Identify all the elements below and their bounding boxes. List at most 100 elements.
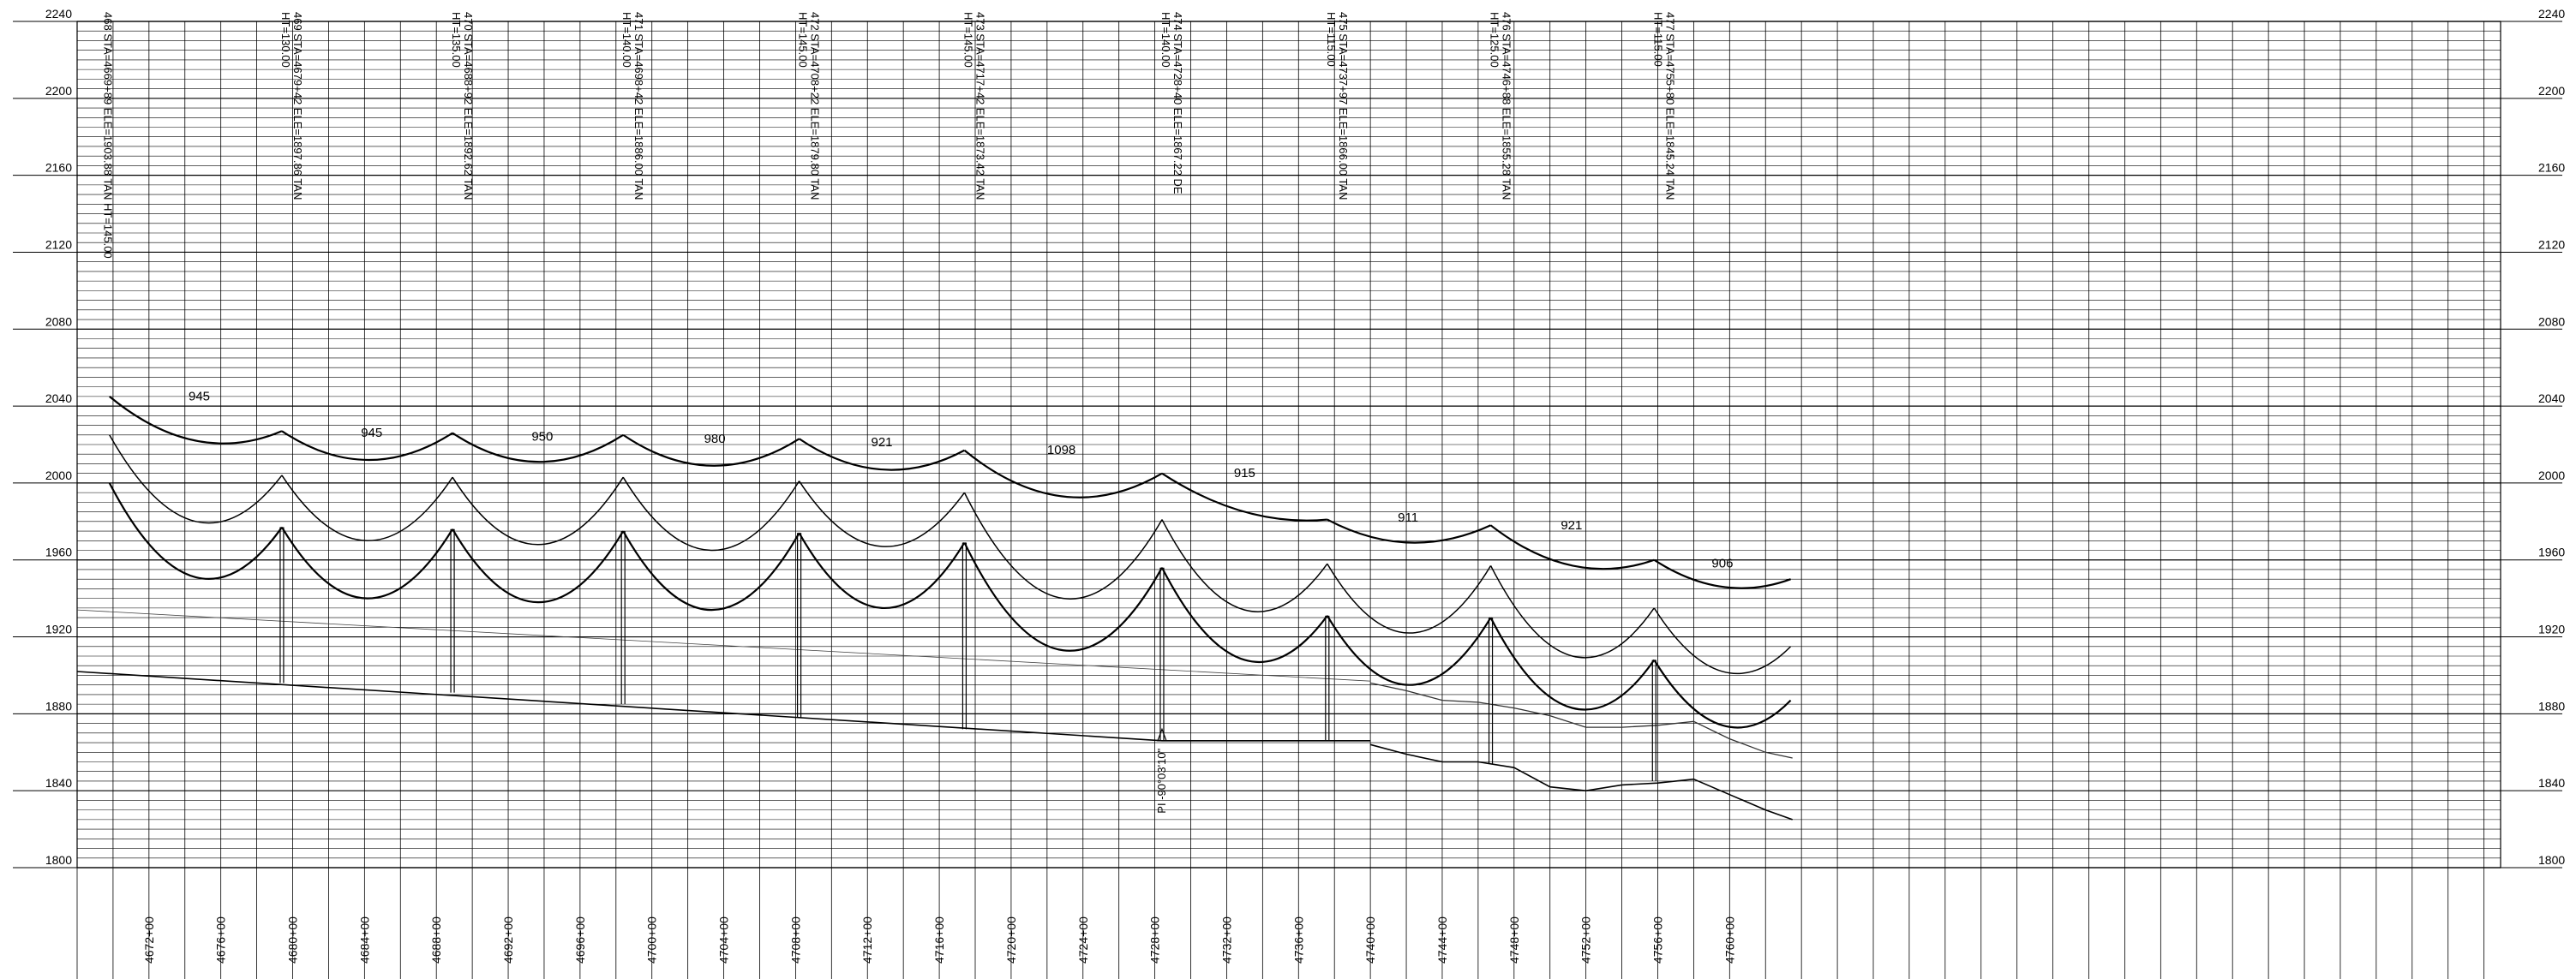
pi-marker-icon <box>1157 727 1167 742</box>
y-axis-left: 1800 1840 1880 1920 1960 2000 2040 2080 2120 2160… <box>13 7 77 869</box>
y-tick-label-right: 1960 <box>2538 546 2565 559</box>
conductor-low <box>963 542 1163 652</box>
conductor-mid <box>963 492 1163 600</box>
structure-number: 472 STA=4708+22 ELE=1879.80 TAN <box>809 12 822 200</box>
y-tick-label-left: 2000 <box>45 469 72 482</box>
conductor-low <box>1653 659 1792 729</box>
conductor-mid <box>281 475 453 542</box>
structure-number: 470 STA=4688+92 ELE=1892.62 TAN <box>462 12 475 200</box>
y-tick-label-right: 1800 <box>2538 853 2565 867</box>
conductor-low <box>281 526 454 600</box>
x-tick-label: 4748+00 <box>1507 916 1521 964</box>
span-length-label: 945 <box>189 389 210 403</box>
conductor-mid <box>622 476 800 552</box>
y-tick-label-right: 1880 <box>2538 699 2565 713</box>
conductor-mid <box>1653 607 1792 675</box>
x-tick-label: 4744+00 <box>1435 916 1449 964</box>
structure-height: HT=135.00 <box>450 12 463 68</box>
conductor-low <box>1489 617 1656 711</box>
y-tick-label-left: 2200 <box>45 84 72 98</box>
x-tick-label: 4740+00 <box>1363 916 1377 964</box>
x-tick-label: 4712+00 <box>860 916 874 964</box>
conductor-top <box>452 432 624 463</box>
span-length-label: 915 <box>1234 466 1255 481</box>
x-tick-label: 4696+00 <box>573 916 587 964</box>
conductor-mid <box>109 434 283 524</box>
conductor-top <box>963 449 1163 498</box>
x-axis: 4672+00 4676+00 4680+00 4684+00 4688+00 4692+… <box>142 916 1736 964</box>
y-tick-label-left: 2240 <box>45 7 72 21</box>
conductor-mid <box>452 476 624 546</box>
structures: 469 STA=4679+42 ELE=1897.86 TANHT=130.00… <box>102 12 1677 814</box>
x-tick-label: 4684+00 <box>357 916 371 964</box>
y-tick-label-right: 2240 <box>2538 7 2565 21</box>
y-tick-label-left: 1960 <box>45 546 72 559</box>
conductor-mid <box>798 481 966 547</box>
conductor-low <box>622 530 800 612</box>
conductor-low <box>108 482 283 581</box>
structure-label: 468 STA=4669+89 ELE=1903.88 TAN HT=145.0… <box>102 12 115 259</box>
span-labels: 945 945 950 980 921 1098 915 911 921 906 <box>189 389 1733 570</box>
conductor-top <box>109 396 283 445</box>
structure-height: HT=145.00 <box>962 12 974 68</box>
structure-number: 477 STA=4755+80 ELE=1845.24 TAN <box>1663 12 1676 200</box>
structure-label: 473 STA=4717+42 ELE=1873.42 TANHT=145.00 <box>962 12 986 200</box>
structure-label: 470 STA=4688+92 ELE=1892.62 TANHT=135.00 <box>450 12 475 200</box>
conductor-mid <box>1161 519 1328 612</box>
y-axis-right: 1800 1840 1880 1920 1960 2000 2040 2080 2120 2160… <box>2501 7 2565 869</box>
conductor-low <box>452 528 625 604</box>
y-tick-label-left: 1800 <box>45 853 72 867</box>
y-tick-label-right: 1920 <box>2538 623 2565 636</box>
x-tick-label: 4756+00 <box>1650 916 1664 964</box>
conductor-low <box>798 532 966 609</box>
span-length-label: 950 <box>531 430 553 445</box>
x-tick-label: 4716+00 <box>932 916 946 964</box>
reference-line <box>76 609 1371 682</box>
x-tick-label: 4720+00 <box>1004 916 1018 964</box>
structure-number: 471 STA=4698+42 ELE=1886.00 TAN <box>632 12 645 200</box>
x-tick-label: 4732+00 <box>1219 916 1233 964</box>
span-length-label: 945 <box>361 426 382 440</box>
structure-number: 475 STA=4737+97 ELE=1866.00 TAN <box>1337 12 1350 200</box>
x-tick-label: 4692+00 <box>501 916 515 964</box>
span-length-label: 906 <box>1711 557 1733 571</box>
y-tick-label-right: 2120 <box>2538 237 2565 251</box>
conductor-top <box>1327 518 1492 544</box>
x-tick-label: 4728+00 <box>1148 916 1162 964</box>
y-tick-label-right: 2000 <box>2538 469 2565 482</box>
x-tick-label: 4760+00 <box>1722 916 1736 964</box>
y-tick-label-right: 2040 <box>2538 391 2565 405</box>
pi-label: PI -90°03'10" <box>1155 748 1168 813</box>
structure-label: 477 STA=4755+80 ELE=1845.24 TANHT=115.00 <box>1651 12 1676 200</box>
grid <box>76 21 2501 979</box>
structure-height: HT=140.00 <box>620 12 633 68</box>
conductor-top <box>798 438 965 471</box>
structure-height: HT=115.00 <box>1651 12 1664 67</box>
conductor-low <box>1326 615 1492 686</box>
structure-number: 469 STA=4679+42 ELE=1897.86 TAN <box>291 12 304 200</box>
x-tick-label: 4736+00 <box>1291 916 1305 964</box>
x-tick-label: 4688+00 <box>429 916 443 964</box>
structure-height: HT=145.00 <box>797 12 810 68</box>
x-tick-label: 4704+00 <box>717 916 731 964</box>
x-tick-label: 4724+00 <box>1076 916 1090 964</box>
conductor-mid <box>1489 565 1655 659</box>
structure-label: 474 STA=4728+40 ELE=1867.22 DEHT=140.00 <box>1159 12 1184 194</box>
structure-number: 474 STA=4728+40 ELE=1867.22 DE <box>1171 12 1184 194</box>
profile-lines <box>76 396 1793 821</box>
y-tick-label-left: 2040 <box>45 391 72 405</box>
y-tick-label-left: 2080 <box>45 314 72 328</box>
y-tick-label-left: 2160 <box>45 161 72 175</box>
span-length-label: 911 <box>1398 510 1418 525</box>
structure-label: 469 STA=4679+42 ELE=1897.86 TANHT=130.00 <box>279 12 304 200</box>
structure-height: HT=115.00 <box>1325 12 1338 67</box>
structure-label: 476 STA=4746+88 ELE=1855.28 TANHT=125.00 <box>1489 12 1513 200</box>
y-tick-label-left: 1840 <box>45 776 72 790</box>
x-tick-label: 4680+00 <box>286 916 300 964</box>
conductor-top <box>1161 472 1327 522</box>
x-tick-label: 4700+00 <box>645 916 659 964</box>
y-tick-label-right: 2200 <box>2538 84 2565 98</box>
y-tick-label-left: 1880 <box>45 699 72 713</box>
span-length-label: 921 <box>1561 518 1582 533</box>
